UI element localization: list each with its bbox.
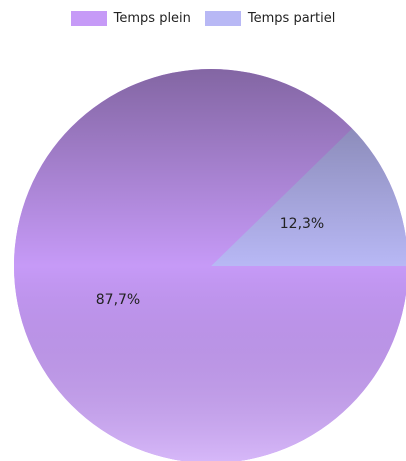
pie-shading xyxy=(14,69,406,461)
legend-item-temps-plein[interactable]: Temps plein xyxy=(70,11,191,26)
pie-labels: 12,3% 87,7% xyxy=(96,216,324,308)
legend-swatch-temps-plein xyxy=(70,11,107,26)
legend-item-temps-partiel[interactable]: Temps partiel xyxy=(204,11,336,26)
pie-label-temps-partiel: 12,3% xyxy=(280,216,324,232)
legend-swatch-temps-partiel xyxy=(204,11,241,26)
pie-label-temps-plein: 87,7% xyxy=(96,292,140,308)
legend-label-temps-partiel: Temps partiel xyxy=(247,11,336,26)
chart-legend: Temps plein Temps partiel xyxy=(0,11,406,26)
legend-label-temps-plein: Temps plein xyxy=(113,11,191,26)
